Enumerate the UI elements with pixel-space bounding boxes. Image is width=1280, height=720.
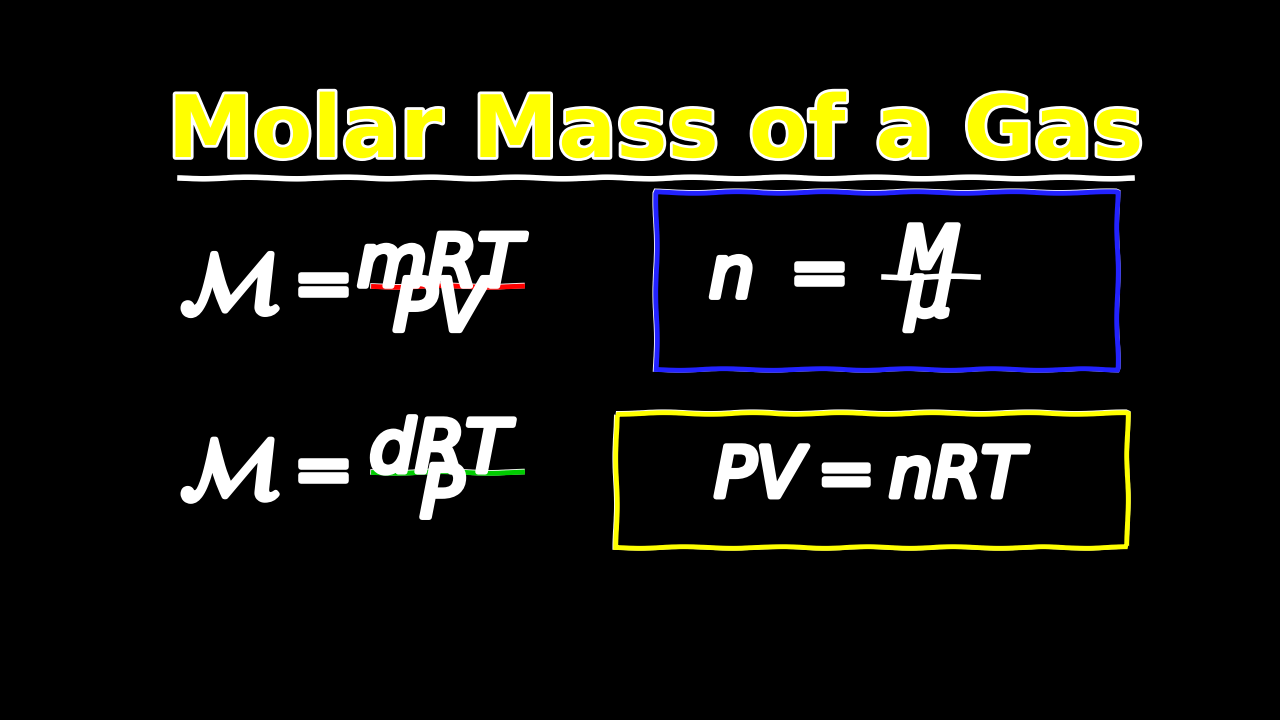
Text: $\mathcal{M}$: $\mathcal{M}$ (180, 247, 279, 330)
Text: $mRT$: $mRT$ (357, 232, 529, 301)
Text: $\mathcal{M}$: $\mathcal{M}$ (180, 433, 279, 516)
Text: $=$: $=$ (776, 243, 845, 312)
Text: $dRT$: $dRT$ (369, 418, 516, 487)
Text: $\mu$: $\mu$ (906, 264, 951, 333)
Text: $n$: $n$ (709, 243, 751, 312)
Text: $=$: $=$ (279, 440, 348, 509)
Text: $P$: $P$ (420, 463, 466, 532)
Bar (657, 192, 1117, 369)
Text: $=$: $=$ (279, 254, 348, 323)
Text: $PV$: $PV$ (393, 276, 493, 346)
Text: $PV = nRT$: $PV = nRT$ (714, 444, 1030, 510)
Text: Molar Mass of a Gas: Molar Mass of a Gas (168, 92, 1144, 175)
Text: $M$: $M$ (897, 224, 960, 293)
Bar (617, 413, 1128, 546)
